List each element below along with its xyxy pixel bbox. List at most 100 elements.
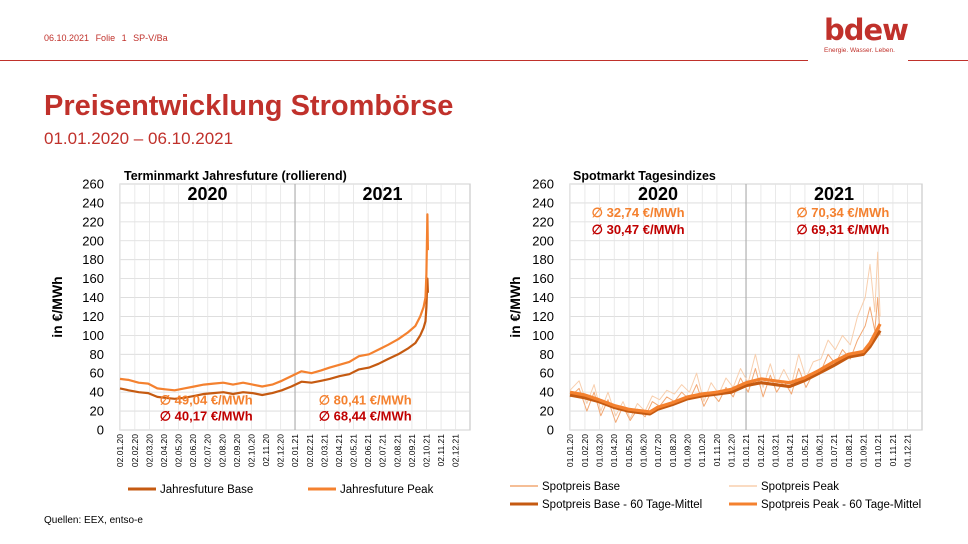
x-tick-label: 02.03.20 — [144, 434, 154, 467]
x-tick-label: 02.02.21 — [305, 434, 315, 467]
x-tick-label: 01.07.20 — [653, 434, 663, 467]
chart-title: Terminmarkt Jahresfuture (rollierend) — [124, 169, 347, 183]
x-tick-label: 02.11.21 — [436, 434, 446, 467]
y-tick-label: 140 — [532, 290, 554, 305]
y-tick-label: 160 — [532, 271, 554, 286]
y-tick-label: 220 — [82, 214, 104, 229]
x-tick-label: 01.02.21 — [756, 434, 766, 467]
x-tick-label: 01.04.21 — [785, 434, 795, 467]
year-label: 2020 — [187, 184, 227, 204]
x-tick-label: 02.10.20 — [246, 434, 256, 467]
average-annotation: ∅ 80,41 €/MWh — [319, 392, 412, 407]
legend-label: Spotpreis Base — [542, 481, 620, 493]
x-tick-label: 02.04.21 — [334, 434, 344, 467]
y-tick-label: 0 — [97, 423, 104, 438]
x-tick-label: 01.01.21 — [741, 434, 751, 467]
x-tick-label: 01.11.21 — [888, 434, 898, 467]
legend-label: Jahresfuture Peak — [340, 484, 434, 496]
x-tick-label: 01.07.21 — [829, 434, 839, 467]
legend-label: Jahresfuture Base — [160, 484, 253, 496]
y-tick-label: 100 — [82, 328, 104, 343]
y-tick-label: 120 — [532, 309, 554, 324]
spot-chart: Spotmarkt Tagesindizes 0 20 40 60 80 100 120 14… — [507, 169, 923, 511]
logo-tagline: Energie. Wasser. Leben. — [824, 47, 895, 54]
y-tick-label: 220 — [532, 214, 554, 229]
header-meta: 06.10.2021 Folie 1 SP-V/Ba — [44, 33, 168, 43]
y-tick-label: 0 — [547, 423, 554, 438]
legend-label: Spotpreis Peak - 60 Tage-Mittel — [761, 499, 921, 511]
y-tick-label: 260 — [82, 177, 104, 192]
x-tick-label: 02.07.20 — [203, 434, 213, 467]
y-tick-label: 40 — [540, 385, 554, 400]
page-title: Preisentwicklung Strombörse — [44, 90, 454, 122]
page-subtitle: 01.01.2020 – 06.10.2021 — [44, 129, 234, 148]
x-tick-label: 02.05.20 — [174, 434, 184, 467]
x-tick-label: 01.12.21 — [903, 434, 913, 467]
logo-wordmark: bdew — [824, 13, 909, 47]
source-note: Quellen: EEX, entso-e — [44, 515, 143, 526]
x-tick-label: 02.08.20 — [217, 434, 227, 467]
x-tick-label: 02.04.20 — [159, 434, 169, 467]
y-tick-label: 60 — [90, 366, 104, 381]
y-tick-label: 200 — [532, 233, 554, 248]
x-tick-label: 02.05.21 — [349, 434, 359, 467]
x-tick-label: 01.03.20 — [595, 434, 605, 467]
legend-label: Spotpreis Peak — [761, 481, 839, 493]
x-tick-label: 02.06.20 — [188, 434, 198, 467]
x-tick-label: 01.04.20 — [609, 434, 619, 467]
x-tick-label: 01.01.20 — [565, 434, 575, 467]
x-tick-label: 02.07.21 — [378, 434, 388, 467]
header-date: 06.10.2021 — [44, 33, 90, 43]
x-tick-label: 02.12.20 — [276, 434, 286, 467]
average-annotation: ∅ 32,74 €/MWh — [592, 205, 685, 220]
y-tick-label: 260 — [532, 177, 554, 192]
y-tick-label: 120 — [82, 309, 104, 324]
y-tick-label: 140 — [82, 290, 104, 305]
series-line-1 — [119, 277, 429, 400]
average-annotation: ∅ 30,47 €/MWh — [592, 222, 685, 237]
x-tick-label: 02.09.21 — [407, 434, 417, 467]
bdew-logo: bdew Energie. Wasser. Leben. — [824, 13, 909, 54]
x-tick-label: 01.08.21 — [844, 434, 854, 467]
chart-title: Spotmarkt Tagesindizes — [573, 169, 716, 183]
y-tick-label: 160 — [82, 271, 104, 286]
header-divider-right — [908, 60, 968, 61]
y-tick-label: 40 — [90, 385, 104, 400]
year-label: 2021 — [362, 184, 402, 204]
y-tick-label: 20 — [90, 404, 104, 419]
average-annotation: ∅ 40,17 €/MWh — [160, 409, 253, 424]
futures-chart: Terminmarkt Jahresfuture (rollierend) 02… — [49, 169, 471, 496]
x-tick-label: 01.12.20 — [727, 434, 737, 467]
x-tick-label: 01.10.20 — [697, 434, 707, 467]
header-divider — [0, 60, 808, 61]
series-line-4 — [569, 323, 882, 414]
average-annotation: ∅ 70,34 €/MWh — [796, 205, 889, 220]
header-slide: Folie 1 — [95, 33, 127, 43]
x-tick-label: 02.06.21 — [363, 434, 373, 467]
average-annotation: ∅ 49,04 €/MWh — [160, 392, 253, 407]
x-tick-label: 02.09.20 — [232, 434, 242, 467]
x-tick-label: 01.05.20 — [624, 434, 634, 467]
year-label: 2020 — [638, 184, 678, 204]
y-tick-label: 100 — [532, 328, 554, 343]
series-line-3 — [569, 329, 882, 416]
x-tick-label: 01.06.20 — [639, 434, 649, 467]
header-code: SP-V/Ba — [133, 33, 168, 43]
y-tick-label: 180 — [532, 252, 554, 267]
y-tick-label: 240 — [82, 195, 104, 210]
y-axis-label: in €/MWh — [507, 276, 523, 337]
y-tick-label: 80 — [90, 347, 104, 362]
y-tick-label: 20 — [540, 404, 554, 419]
x-tick-label: 02.01.20 — [115, 434, 125, 467]
y-tick-label: 200 — [82, 233, 104, 248]
x-tick-label: 01.09.21 — [859, 434, 869, 467]
y-axis-label: in €/MWh — [49, 276, 65, 337]
x-tick-label: 01.11.20 — [712, 434, 722, 467]
x-tick-label: 02.12.21 — [451, 434, 461, 467]
x-tick-label: 01.05.21 — [800, 434, 810, 467]
x-tick-label: 02.02.20 — [130, 434, 140, 467]
y-tick-label: 180 — [82, 252, 104, 267]
x-tick-label: 02.03.21 — [319, 434, 329, 467]
x-tick-label: 02.10.21 — [421, 434, 431, 467]
y-tick-label: 80 — [540, 347, 554, 362]
